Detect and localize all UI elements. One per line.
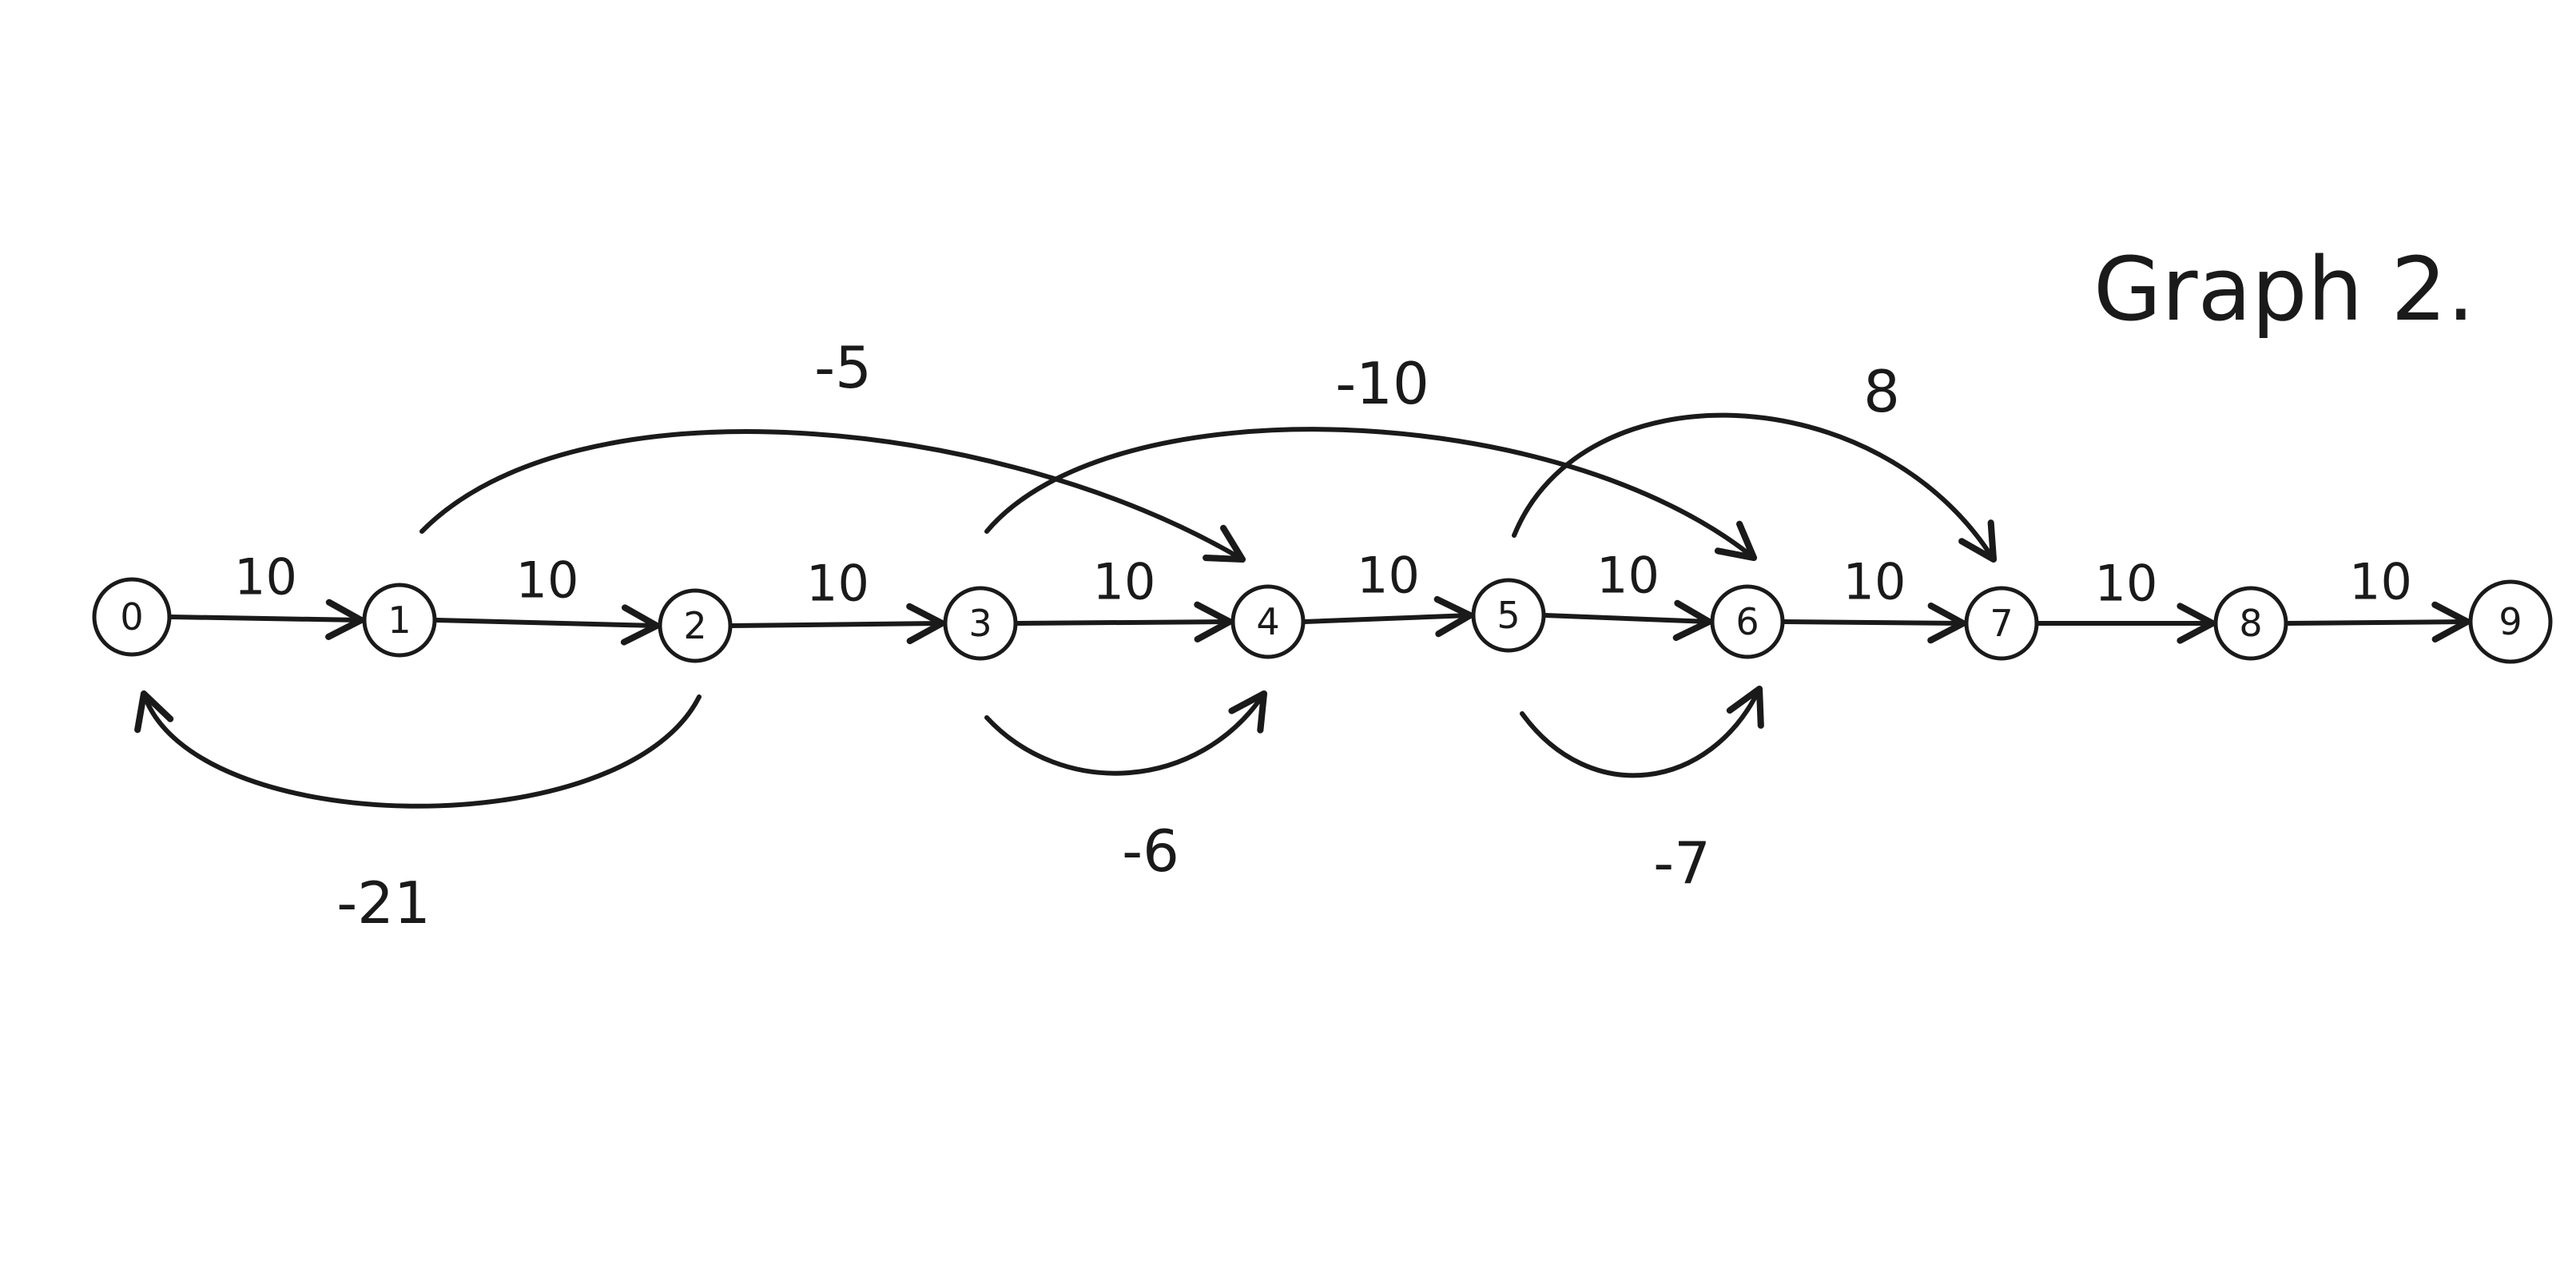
- edge-3-4-curved: [984, 690, 1268, 776]
- node-circle-5: [1471, 578, 1546, 653]
- node-label-6: 6: [1735, 600, 1759, 643]
- edge-4-5: [1302, 595, 1474, 638]
- edge-2-0-curved: [134, 690, 702, 809]
- edge-1-2: [434, 604, 661, 646]
- edge-weight-label-5-7: 8: [1863, 358, 1900, 425]
- node-label-3: 3: [968, 602, 992, 645]
- edge-weight-label-2-0: -21: [336, 869, 431, 937]
- edge-3-4: [1015, 601, 1234, 642]
- node-circle-8: [2213, 586, 2288, 661]
- node-circle-3: [943, 586, 1018, 661]
- node-2: 2: [658, 588, 733, 663]
- node-circle-9: [2468, 579, 2553, 664]
- nodes-layer: 0 1 2 3 4 5 6 7 8 9: [92, 577, 2553, 664]
- node-label-7: 7: [1990, 602, 2013, 645]
- node-circle-1: [362, 583, 437, 658]
- edge-5-7-curved: [1512, 412, 1998, 563]
- edge-5-6: [1543, 599, 1713, 642]
- edge-weight-label-7-8: 10: [2095, 555, 2158, 613]
- node-label-4: 4: [1256, 600, 1279, 643]
- graph-title: Graph 2.: [2093, 238, 2475, 340]
- node-label-5: 5: [1497, 594, 1520, 637]
- node-circle-4: [1230, 584, 1306, 659]
- edge-weight-label-3-6: -10: [1335, 350, 1429, 417]
- edge-weight-label-0-1: 10: [234, 548, 297, 607]
- edge-6-7: [1782, 602, 1967, 644]
- node-label-2: 2: [683, 604, 706, 647]
- node-label-9: 9: [2498, 600, 2522, 643]
- edge-weight-label-3-4: -6: [1122, 817, 1179, 885]
- node-label-8: 8: [2239, 602, 2262, 645]
- edges-layer: [134, 412, 2471, 809]
- edge-weight-label-4-5: 10: [1357, 547, 1420, 605]
- node-circle-6: [1710, 584, 1785, 659]
- edge-weight-label-5-6: 10: [1596, 547, 1660, 605]
- edge-1-4-curved: [419, 429, 1246, 563]
- node-7: 7: [1964, 586, 2039, 661]
- edge-labels-layer: 10 10 10 10 10 10 10 10 10 -5 -10 8 -21 -6 -7: [234, 334, 2412, 937]
- node-8: 8: [2213, 586, 2288, 661]
- edge-2-3: [729, 603, 946, 645]
- node-label-0: 0: [120, 595, 143, 638]
- edge-weight-label-2-3: 10: [806, 555, 869, 613]
- node-4: 4: [1230, 584, 1306, 659]
- edge-8-9: [2285, 601, 2471, 643]
- edge-0-1: [169, 599, 365, 640]
- edge-weight-label-3-4: 10: [1093, 553, 1156, 611]
- node-circle-2: [658, 588, 733, 663]
- edge-3-6-curved: [984, 427, 1758, 562]
- edge-weight-label-1-2: 10: [516, 551, 579, 610]
- edge-5-6-curved: [1520, 685, 1764, 778]
- node-label-1: 1: [388, 599, 411, 642]
- node-circle-0: [92, 577, 172, 657]
- edge-weight-label-1-4: -5: [814, 334, 872, 401]
- edge-weight-label-5-6: -7: [1653, 829, 1711, 897]
- node-3: 3: [943, 586, 1018, 661]
- edge-weight-label-6-7: 10: [1843, 553, 1906, 611]
- node-1: 1: [362, 583, 437, 658]
- node-0: 0: [92, 577, 172, 657]
- node-9: 9: [2468, 579, 2553, 664]
- node-6: 6: [1710, 584, 1785, 659]
- edge-weight-label-8-9: 10: [2349, 553, 2412, 611]
- node-circle-7: [1964, 586, 2039, 661]
- node-5: 5: [1471, 578, 1546, 653]
